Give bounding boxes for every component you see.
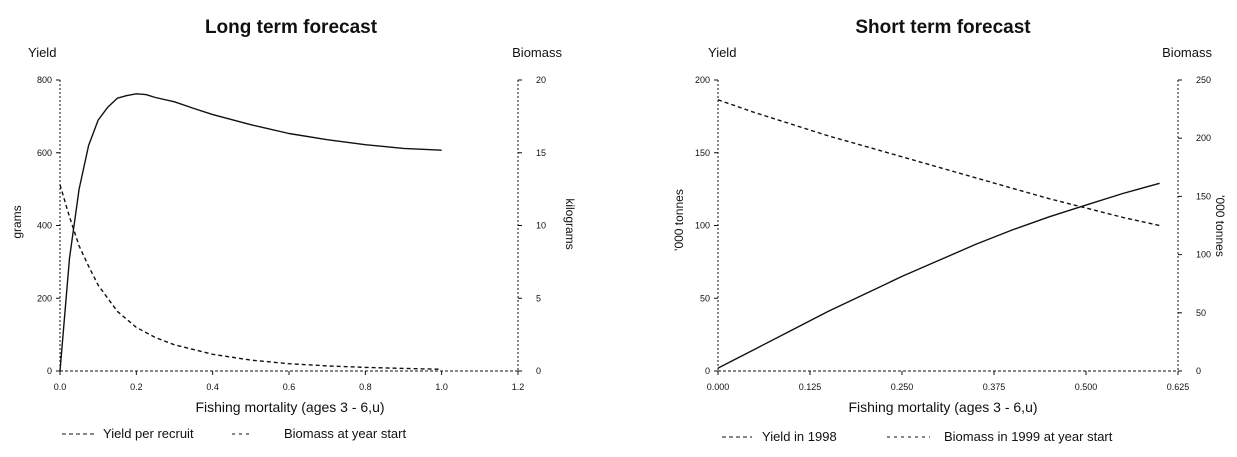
legend-label: Biomass in 1999 at year start [944,429,1113,444]
y-right-tick-label: 0 [1196,366,1201,376]
y-left-tick-label: 50 [700,293,710,303]
series-line-2 [59,184,442,370]
y-right-tick-label: 15 [536,148,546,158]
chart-short-term: Short term forecast Yield Biomass '000 tonn… [672,17,1227,444]
x-tick-label: 0.000 [707,382,730,392]
x-tick-label: 0.2 [130,382,143,392]
y-left-tick-label: 600 [37,148,52,158]
series-line-2 [717,99,1160,227]
legend-label: Yield per recruit [103,426,194,441]
y-left-tick-label: 200 [695,75,710,85]
y-left-tick-label: 0 [705,366,710,376]
y-right-tick-label: 5 [536,293,541,303]
series-line-1 [717,182,1160,369]
y-left-unit-label: grams [10,205,24,238]
series-line-1 [59,93,442,372]
legend-label: Yield in 1998 [762,429,837,444]
y-left-unit-label: '000 tonnes [672,189,686,251]
x-tick-label: 0.375 [983,382,1006,392]
y-right-header: Biomass [512,45,562,60]
x-tick-label: 1.0 [435,382,448,392]
legend-label: Biomass at year start [284,426,406,441]
y-right-tick-label: 0 [536,366,541,376]
chart-title: Long term forecast [205,17,378,38]
x-axis-title: Fishing mortality (ages 3 - 6,u) [195,399,384,415]
y-right-tick-label: 250 [1196,75,1211,85]
y-left-tick-label: 400 [37,221,52,231]
x-tick-label: 0.4 [206,382,219,392]
x-tick-label: 0.6 [283,382,296,392]
y-left-tick-label: 0 [47,366,52,376]
x-tick-label: 0.0 [54,382,67,392]
y-right-header: Biomass [1162,45,1212,60]
y-right-unit-label: kilograms [563,198,577,249]
y-right-tick-label: 10 [536,221,546,231]
x-tick-label: 0.125 [799,382,822,392]
y-right-unit-label: '000 tonnes [1213,195,1227,257]
x-tick-label: 0.8 [359,382,372,392]
x-axis-title: Fishing mortality (ages 3 - 6,u) [848,399,1037,415]
y-left-tick-label: 150 [695,148,710,158]
y-right-tick-label: 150 [1196,191,1211,201]
chart-long-term: Long term forecast Yield Biomass grams kilog… [10,17,577,441]
y-right-tick-label: 20 [536,75,546,85]
chart-title: Short term forecast [855,17,1031,38]
y-left-tick-label: 800 [37,75,52,85]
y-right-tick-label: 100 [1196,250,1211,260]
y-left-tick-label: 100 [695,221,710,231]
y-right-tick-label: 50 [1196,308,1206,318]
y-left-header: Yield [28,45,56,60]
x-tick-label: 0.625 [1167,382,1190,392]
y-left-tick-label: 200 [37,293,52,303]
y-left-header: Yield [708,45,736,60]
x-tick-label: 0.500 [1075,382,1098,392]
y-right-tick-label: 200 [1196,133,1211,143]
x-tick-label: 0.250 [891,382,914,392]
x-tick-label: 1.2 [512,382,525,392]
